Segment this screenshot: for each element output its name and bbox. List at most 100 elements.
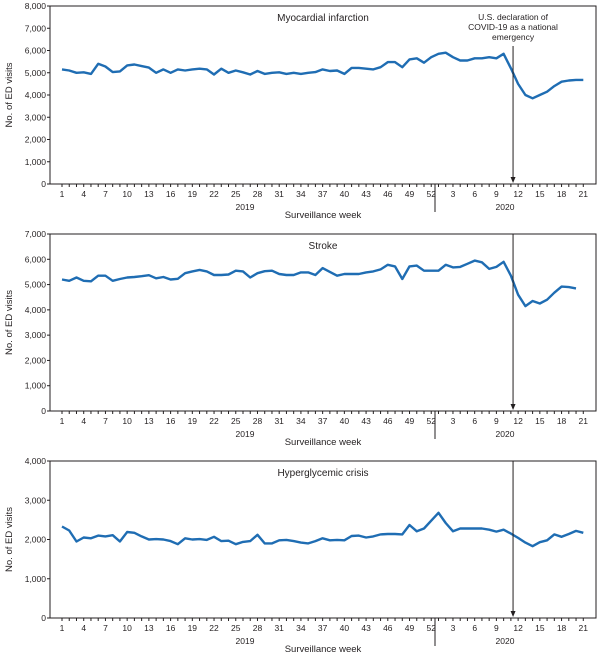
x-tick-label: 18 xyxy=(557,416,567,426)
y-tick-label: 3,000 xyxy=(25,495,47,505)
x-tick-label: 3 xyxy=(451,416,456,426)
x-tick-label: 4 xyxy=(81,416,86,426)
x-tick-label: 25 xyxy=(231,623,241,633)
x-tick-label: 1 xyxy=(60,416,65,426)
y-axis-label: No. of ED visits xyxy=(4,507,15,572)
y-tick-label: 2,000 xyxy=(25,535,47,545)
x-tick-label: 49 xyxy=(405,189,415,199)
x-tick-label: 3 xyxy=(451,189,456,199)
x-tick-label: 34 xyxy=(296,416,306,426)
x-tick-label: 21 xyxy=(579,189,589,199)
x-axis-label: Surveillance week xyxy=(285,437,362,448)
x-tick-label: 15 xyxy=(535,623,545,633)
x-tick-label: 4 xyxy=(81,189,86,199)
y-tick-label: 0 xyxy=(41,179,46,189)
y-tick-label: 7,000 xyxy=(25,23,47,33)
x-tick-label: 19 xyxy=(188,189,198,199)
y-tick-label: 6,000 xyxy=(25,254,47,264)
x-tick-label: 16 xyxy=(166,623,176,633)
x-tick-label: 7 xyxy=(103,416,108,426)
x-tick-label: 3 xyxy=(451,623,456,633)
x-tick-label: 21 xyxy=(579,623,589,633)
y-tick-label: 0 xyxy=(41,406,46,416)
year-label-2019: 2019 xyxy=(236,429,255,439)
x-tick-label: 9 xyxy=(494,416,499,426)
x-tick-label: 6 xyxy=(472,416,477,426)
x-tick-label: 37 xyxy=(318,416,328,426)
x-tick-label: 7 xyxy=(103,623,108,633)
x-tick-label: 40 xyxy=(340,189,350,199)
x-tick-label: 10 xyxy=(122,416,132,426)
x-tick-label: 16 xyxy=(166,416,176,426)
x-tick-label: 37 xyxy=(318,189,328,199)
x-tick-label: 37 xyxy=(318,623,328,633)
y-tick-label: 1,000 xyxy=(25,574,47,584)
x-tick-label: 46 xyxy=(383,416,393,426)
x-tick-label: 18 xyxy=(557,623,567,633)
panel-stroke: 01,0002,0003,0004,0005,0006,0007,000No. … xyxy=(4,229,596,448)
x-tick-label: 16 xyxy=(166,189,176,199)
x-tick-label: 22 xyxy=(209,189,219,199)
y-tick-label: 6,000 xyxy=(25,46,47,56)
x-tick-label: 6 xyxy=(472,623,477,633)
y-axis-label: No. of ED visits xyxy=(4,62,15,127)
x-tick-label: 28 xyxy=(253,189,263,199)
x-tick-label: 1 xyxy=(60,189,65,199)
x-tick-label: 25 xyxy=(231,416,241,426)
annotation-text: emergency xyxy=(492,32,535,42)
x-tick-label: 40 xyxy=(340,623,350,633)
x-tick-label: 46 xyxy=(383,189,393,199)
arrowhead-icon xyxy=(511,404,516,410)
y-tick-label: 0 xyxy=(41,613,46,623)
y-tick-label: 7,000 xyxy=(25,229,47,239)
x-tick-label: 25 xyxy=(231,189,241,199)
x-tick-label: 9 xyxy=(494,623,499,633)
x-tick-label: 40 xyxy=(340,416,350,426)
series-line xyxy=(62,261,576,307)
y-tick-label: 1,000 xyxy=(25,381,47,391)
x-tick-label: 12 xyxy=(513,623,523,633)
year-label-2020: 2020 xyxy=(496,636,515,646)
annotation-text: COVID-19 as a national xyxy=(468,22,558,32)
x-tick-label: 13 xyxy=(144,189,154,199)
x-tick-label: 19 xyxy=(188,623,198,633)
y-tick-label: 4,000 xyxy=(25,305,47,315)
y-tick-label: 4,000 xyxy=(25,90,47,100)
x-tick-label: 21 xyxy=(579,416,589,426)
x-tick-label: 7 xyxy=(103,189,108,199)
x-tick-label: 28 xyxy=(253,623,263,633)
y-tick-label: 8,000 xyxy=(25,1,47,11)
annotation-text: U.S. declaration of xyxy=(478,12,549,22)
x-tick-label: 4 xyxy=(81,623,86,633)
y-tick-label: 5,000 xyxy=(25,68,47,78)
x-axis-label: Surveillance week xyxy=(285,210,362,221)
panel-title: Stroke xyxy=(309,241,338,252)
x-tick-label: 1 xyxy=(60,623,65,633)
x-tick-label: 15 xyxy=(535,189,545,199)
x-tick-label: 9 xyxy=(494,189,499,199)
x-tick-label: 43 xyxy=(361,623,371,633)
x-tick-label: 22 xyxy=(209,416,219,426)
y-tick-label: 3,000 xyxy=(25,112,47,122)
x-tick-label: 31 xyxy=(274,416,284,426)
panel-myocardial-infarction: 01,0002,0003,0004,0005,0006,0007,0008,00… xyxy=(4,1,596,221)
x-tick-label: 28 xyxy=(253,416,263,426)
x-tick-label: 43 xyxy=(361,416,371,426)
y-tick-label: 1,000 xyxy=(25,157,47,167)
y-tick-label: 3,000 xyxy=(25,330,47,340)
y-tick-label: 4,000 xyxy=(25,456,47,466)
x-tick-label: 31 xyxy=(274,623,284,633)
x-tick-label: 34 xyxy=(296,189,306,199)
x-tick-label: 31 xyxy=(274,189,284,199)
panel-title: Myocardial infarction xyxy=(277,13,369,24)
y-tick-label: 5,000 xyxy=(25,280,47,290)
x-tick-label: 34 xyxy=(296,623,306,633)
panel-hyperglycemic-crisis: 0 1,000 2,000 3,000 4,000 No. of ED visits 1 4 7… xyxy=(4,456,596,655)
x-tick-label: 22 xyxy=(209,623,219,633)
year-label-2020: 2020 xyxy=(496,429,515,439)
series-line xyxy=(62,513,583,546)
plot-frame xyxy=(50,234,596,411)
x-tick-label: 15 xyxy=(535,416,545,426)
arrowhead-icon xyxy=(511,611,516,617)
